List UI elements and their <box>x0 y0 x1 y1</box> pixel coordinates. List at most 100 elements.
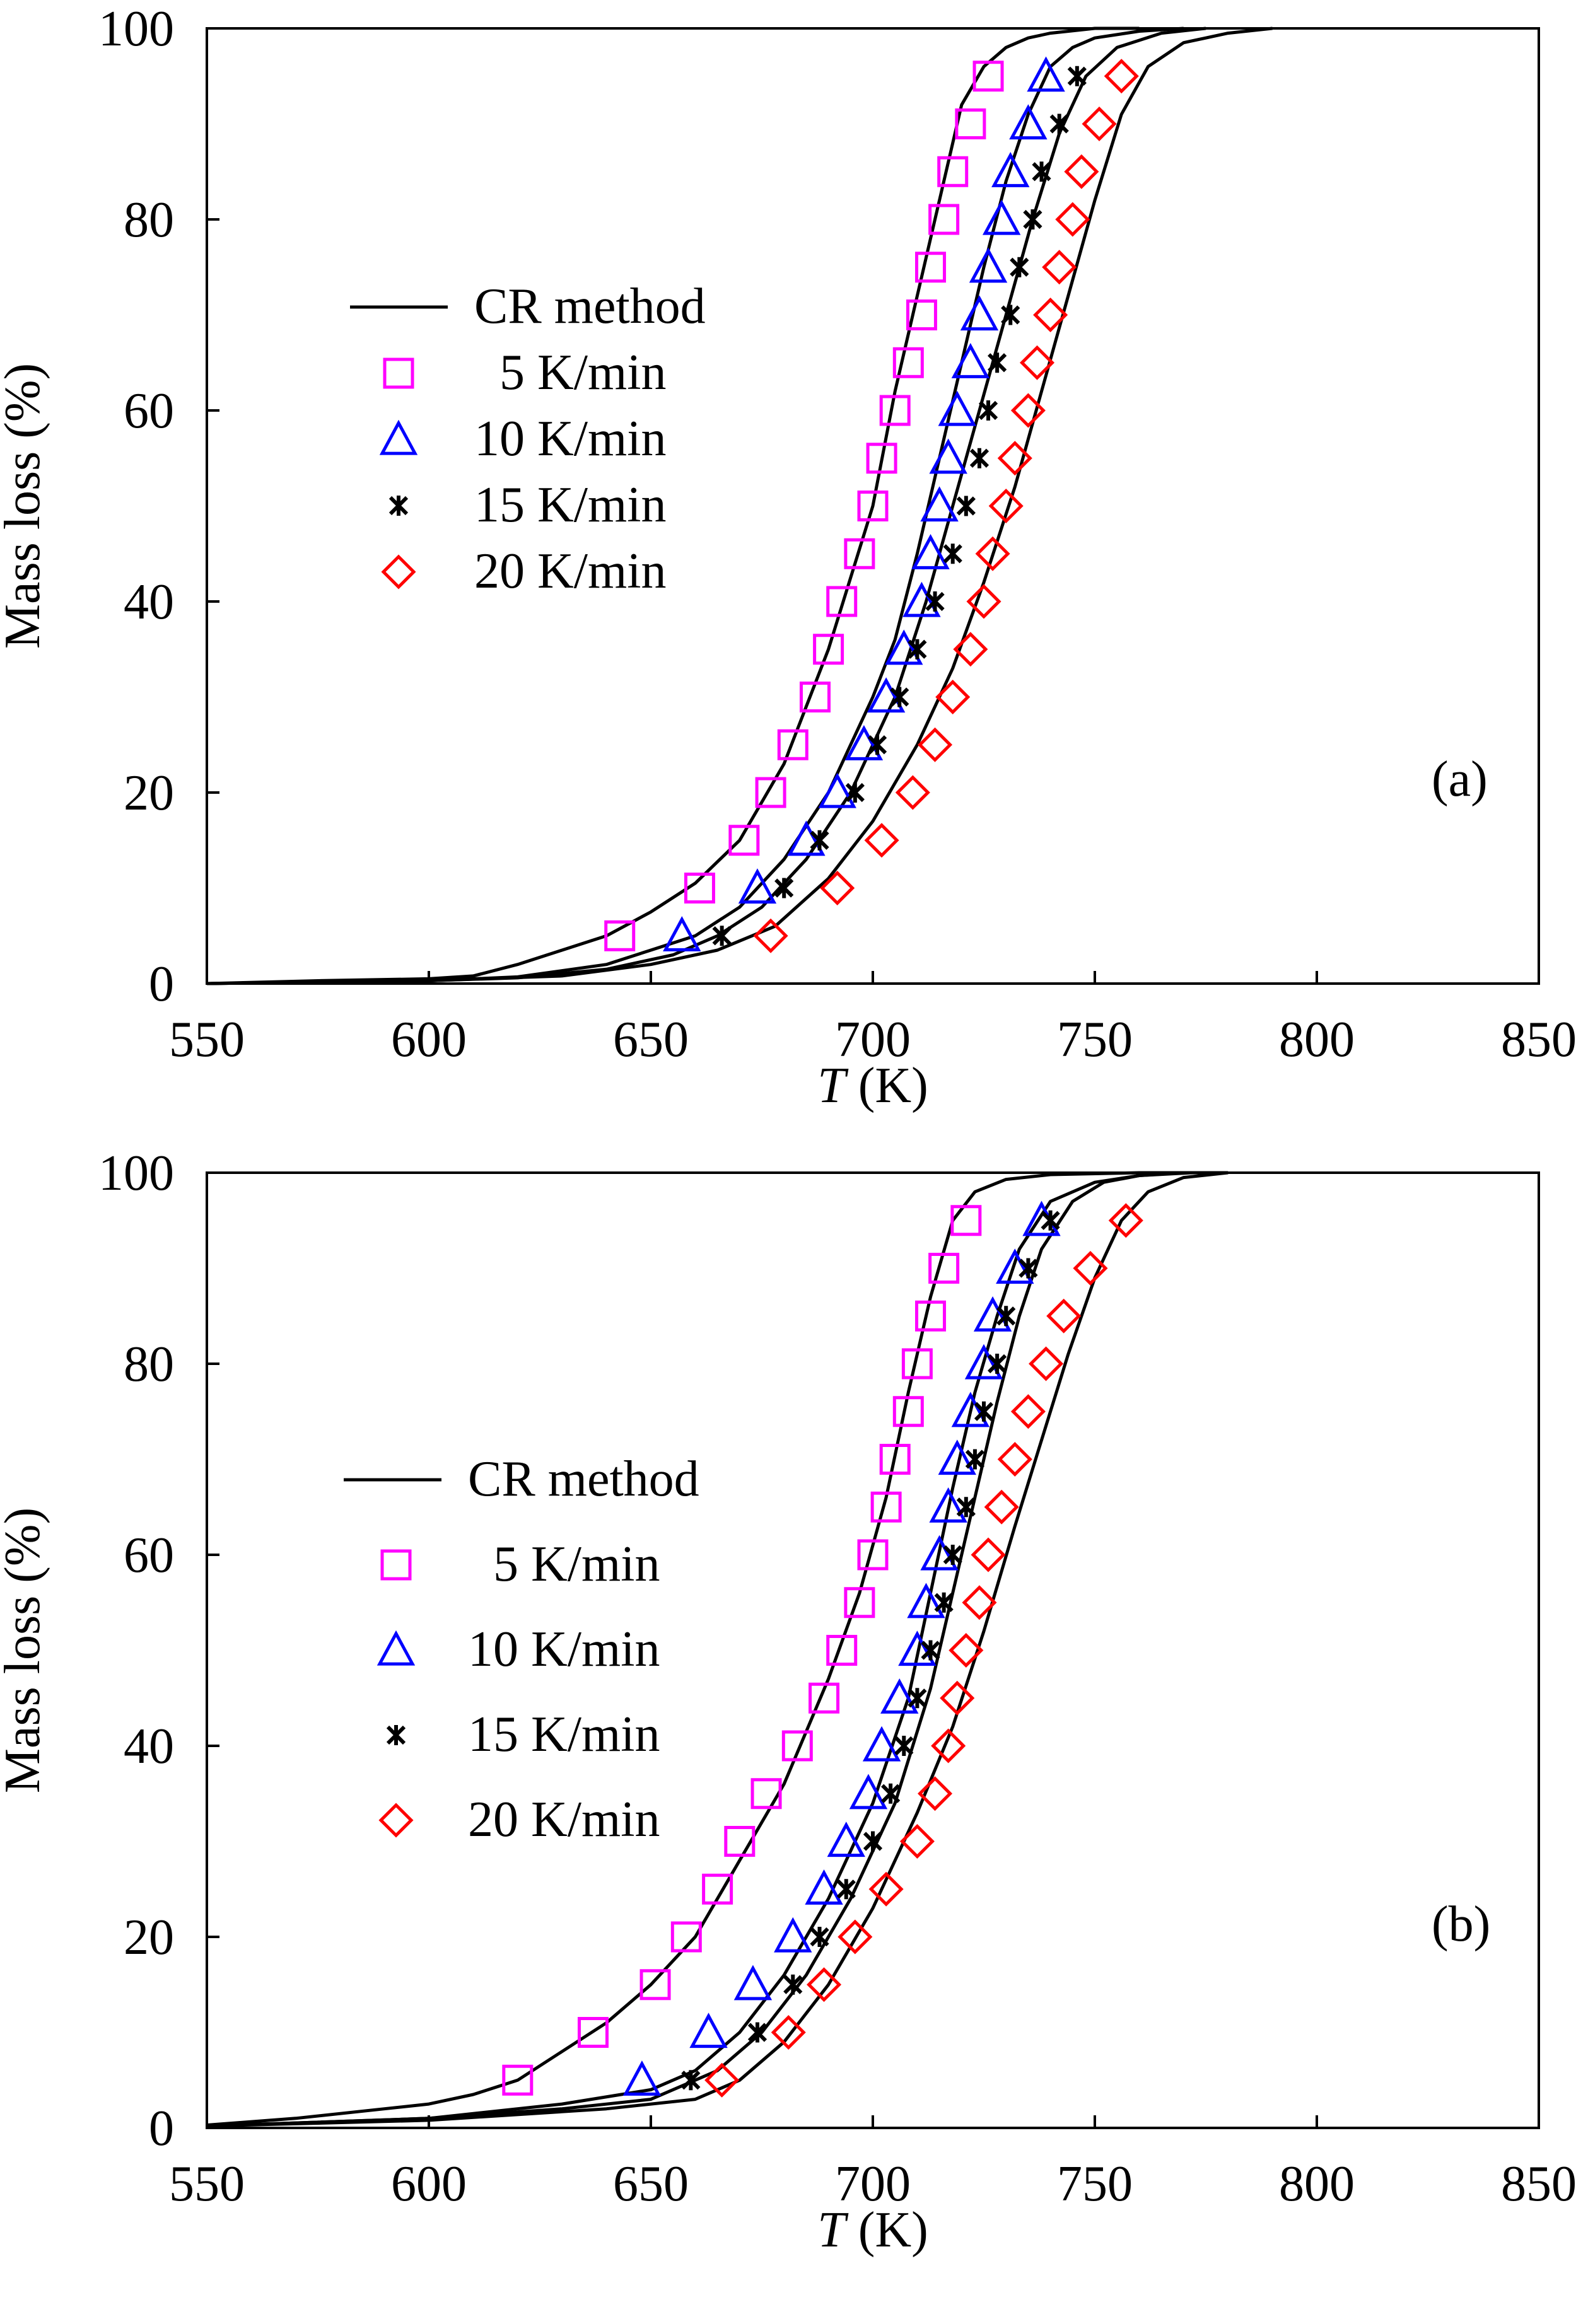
x-tick-label: 600 <box>391 2156 467 2212</box>
data-point <box>826 1635 858 1666</box>
data-point <box>937 156 969 187</box>
legend-marker <box>380 1549 412 1581</box>
legend-label: 10 K/min <box>468 1622 660 1677</box>
data-point <box>704 2062 740 2098</box>
data-point <box>622 2060 662 2096</box>
data-point <box>928 1253 960 1284</box>
legend: CR method 5 K/min 10 K/min 15 K/min 20 K/mi… <box>344 1451 699 1847</box>
data-point <box>987 1354 1007 1374</box>
cr-method-line-1 <box>206 1171 1229 2127</box>
data-point <box>907 1583 945 1618</box>
data-point <box>857 1539 889 1571</box>
y-tick-label: 100 <box>98 1146 174 1201</box>
x-axis-symbol: T <box>817 1058 849 1113</box>
data-point <box>863 1831 883 1852</box>
data-point <box>827 1821 865 1857</box>
legend-marker <box>377 1630 416 1666</box>
data-point <box>974 1401 994 1422</box>
legend-label: 15 K/min <box>474 477 666 533</box>
x-tick-label: 550 <box>169 1012 245 1067</box>
x-tick-label: 750 <box>1057 1012 1133 1067</box>
data-point <box>787 820 826 856</box>
data-point <box>1082 106 1117 142</box>
y-tick-label: 100 <box>98 1 174 57</box>
data-point <box>663 915 701 951</box>
data-point <box>1104 59 1139 94</box>
data-point <box>918 1776 953 1811</box>
y-tick-label: 0 <box>149 956 174 1012</box>
data-point <box>838 1919 873 1955</box>
data-point <box>943 1545 962 1565</box>
x-tick-label: 650 <box>613 2156 689 2212</box>
data-point <box>864 823 899 858</box>
data-point <box>1023 209 1042 229</box>
data-point <box>733 1965 773 2001</box>
x-axis-symbol: T <box>817 2202 849 2258</box>
data-point <box>1073 1250 1108 1286</box>
legend-label-cr-method: CR method <box>474 279 706 334</box>
data-point <box>965 1449 985 1470</box>
data-point <box>1010 257 1029 277</box>
data-point <box>577 2017 609 2048</box>
data-point <box>955 108 986 139</box>
y-tick-label: 0 <box>149 2101 174 2156</box>
legend: CR method 5 K/min 10 K/min 15 K/min 20 K/mi… <box>350 279 706 599</box>
data-point <box>997 441 1032 476</box>
data-point <box>928 204 960 235</box>
data-point <box>728 825 760 856</box>
data-point <box>890 687 909 707</box>
x-tick-label: 550 <box>169 2156 245 2212</box>
y-tick-label: 20 <box>124 1910 174 1965</box>
data-point <box>1108 1203 1143 1238</box>
data-point <box>1049 113 1069 134</box>
data-point <box>908 639 927 659</box>
legend-label-cr-method: CR method <box>468 1451 699 1507</box>
data-point <box>949 1632 984 1668</box>
series-20kmin <box>753 59 1139 953</box>
x-axis-label: T (K) <box>817 2202 928 2258</box>
data-point <box>925 591 945 612</box>
data-point <box>921 1640 940 1661</box>
data-point <box>984 1489 1019 1525</box>
x-tick-label: 850 <box>1501 1012 1577 1067</box>
data-point <box>684 873 715 903</box>
data-point <box>1009 104 1048 140</box>
data-point <box>867 735 887 755</box>
data-point <box>604 920 636 951</box>
data-point <box>681 2070 701 2091</box>
data-point <box>892 347 924 378</box>
data-point <box>724 1826 756 1857</box>
data-point <box>818 772 856 808</box>
y-tick-label: 60 <box>124 383 174 439</box>
data-point <box>845 782 865 803</box>
data-point <box>844 724 884 760</box>
cr-method-line-1 <box>206 26 1140 985</box>
data-point <box>901 1348 933 1380</box>
data-point <box>755 777 786 808</box>
data-point <box>1046 1298 1082 1333</box>
data-point <box>988 488 1024 524</box>
legend-marker <box>386 1725 406 1745</box>
series-5kmin <box>604 61 1004 951</box>
x-tick-label: 800 <box>1279 2156 1355 2212</box>
data-point <box>964 1344 1003 1380</box>
panel-b: 550 600 650 700 750 800 850 0 20 40 60 80 100 T (K) Ma… <box>0 1146 1577 2258</box>
data-point <box>951 1391 990 1427</box>
y-axis-label: Mass loss (%) <box>0 363 50 649</box>
data-point <box>867 677 906 713</box>
data-point <box>885 629 923 665</box>
data-point <box>943 543 962 564</box>
data-point <box>844 1587 875 1618</box>
data-point <box>836 1879 856 1900</box>
data-point <box>982 199 1021 235</box>
series-20kmin <box>704 1203 1143 2098</box>
data-point <box>777 729 809 760</box>
y-tick-label: 80 <box>124 192 174 248</box>
data-point <box>809 1682 840 1714</box>
data-point <box>918 727 953 762</box>
data-point <box>820 870 855 906</box>
data-point <box>844 538 875 569</box>
data-point <box>908 1688 927 1709</box>
x-axis-label: T (K) <box>817 1058 928 1113</box>
